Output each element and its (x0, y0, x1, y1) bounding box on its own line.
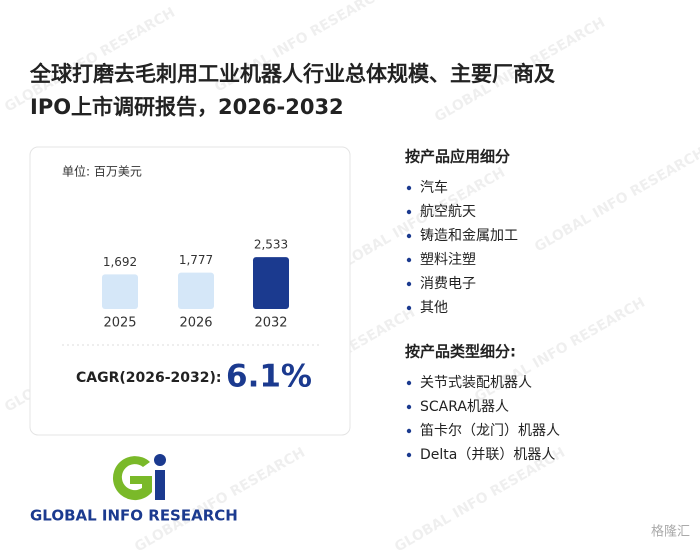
bullet (406, 209, 412, 215)
title-line: 全球打磨去毛刺用工业机器人行业总体规模、主要厂商及 (29, 62, 556, 86)
cagr-label: CAGR(2026-2032): (76, 370, 222, 386)
bullet (406, 428, 412, 434)
value-label: 1,692 (103, 255, 137, 269)
x-tick-label: 2026 (179, 316, 212, 331)
section-heading: 按产品应用细分 (405, 148, 510, 166)
bullet (406, 257, 412, 263)
section-heading: 按产品类型细分: (405, 343, 516, 361)
section-item: 铸造和金属加工 (420, 228, 518, 244)
source-mark: 格隆汇 (651, 524, 690, 540)
value-label: 1,777 (179, 253, 213, 267)
logo-g (112, 456, 152, 501)
section-item: 汽车 (420, 179, 448, 196)
x-tick-label: 2032 (254, 316, 287, 331)
bar (178, 272, 214, 309)
bar (253, 257, 289, 309)
bullet (406, 305, 412, 311)
section-item: 消费电子 (420, 276, 476, 292)
logo-dot (154, 454, 166, 466)
bullet (406, 281, 412, 287)
unit-label: 单位: 百万美元 (62, 164, 142, 179)
bullet (406, 452, 412, 458)
x-tick-label: 2025 (103, 316, 136, 331)
logo: GLOBAL INFO RESEARCH (30, 454, 238, 525)
section-item: 航空航天 (420, 204, 476, 220)
cagr-value: 6.1% (226, 359, 312, 395)
logo-text: GLOBAL INFO RESEARCH (30, 507, 238, 525)
title-line: IPO上市调研报告，2026-2032 (30, 95, 344, 119)
section-item: Delta（并联）机器人 (420, 447, 555, 463)
bullet (406, 380, 412, 386)
bullet (406, 404, 412, 410)
logo-i (155, 470, 165, 500)
section-item: 关节式装配机器人 (420, 375, 532, 391)
bar (102, 274, 138, 309)
bullet (406, 233, 412, 239)
bullet (406, 185, 412, 191)
value-label: 2,533 (254, 238, 288, 252)
section-item: 其他 (420, 300, 448, 316)
section-item: 笛卡尔（龙门）机器人 (420, 423, 560, 439)
section-item: 塑料注塑 (420, 252, 476, 268)
watermark: GLOBAL INFO RESEARCH (532, 145, 700, 256)
section-item: SCARA机器人 (420, 399, 509, 415)
